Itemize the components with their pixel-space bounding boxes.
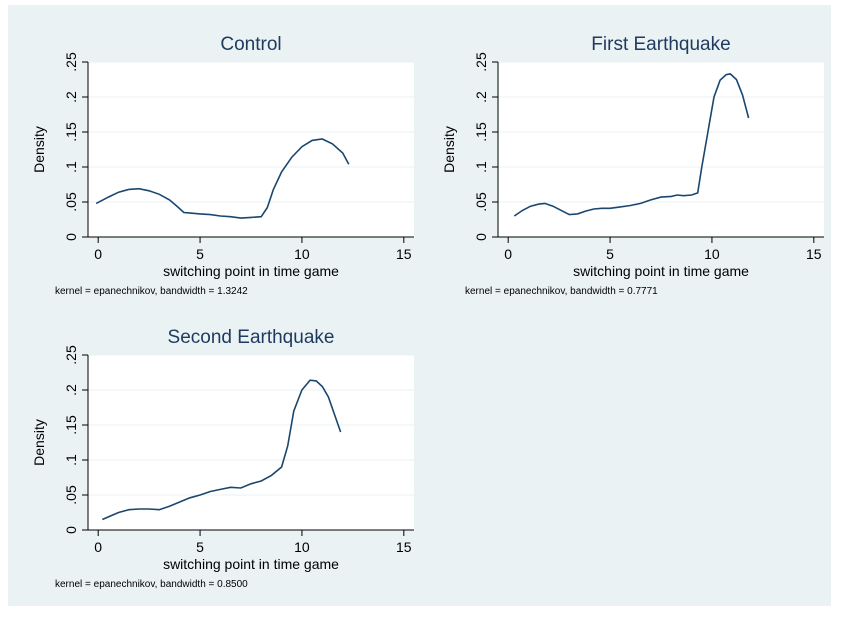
y-tick-label: .1 <box>63 454 79 466</box>
x-axis-label: switching point in time game <box>163 556 339 572</box>
y-tick-label: 0 <box>63 233 79 241</box>
y-tick-label: .25 <box>63 52 79 72</box>
kernel-note: kernel = epanechnikov, bandwidth = 0.777… <box>465 286 658 297</box>
x-axis-label: switching point in time game <box>573 263 749 279</box>
x-tick-label: 0 <box>504 246 512 262</box>
density-curve <box>101 379 342 521</box>
x-tick-label: 5 <box>196 539 204 555</box>
chart-title: First Earthquake <box>591 34 730 55</box>
x-tick-label: 15 <box>396 246 412 262</box>
y-tick-label: .05 <box>63 192 79 212</box>
y-tick-label: .25 <box>63 345 79 365</box>
y-tick-label: .05 <box>63 485 79 505</box>
y-tick-label: .15 <box>63 122 79 142</box>
y-tick-label: 0 <box>63 526 79 534</box>
y-tick-label: .2 <box>473 91 489 103</box>
y-axis-label: Density <box>31 126 47 173</box>
y-tick-label: .15 <box>63 415 79 435</box>
x-tick-label: 5 <box>606 246 614 262</box>
y-tick-label: .2 <box>63 384 79 396</box>
density-curve <box>95 138 350 219</box>
y-tick-label: .05 <box>473 192 489 212</box>
y-tick-label: 0 <box>473 233 489 241</box>
y-axis-label: Density <box>31 419 47 466</box>
y-tick-label: .2 <box>63 91 79 103</box>
y-tick-label: .1 <box>63 161 79 173</box>
figure-background: 0.05.1.15.2.25 0 5 10 15 Control switching poi… <box>8 5 831 606</box>
plot-area <box>88 62 414 237</box>
plot-area <box>88 355 414 530</box>
y-tick-label: .25 <box>473 52 489 72</box>
x-tick-label: 15 <box>396 539 412 555</box>
y-tick-label: .1 <box>473 161 489 173</box>
plot-area <box>498 62 824 237</box>
x-tick-label: 0 <box>94 539 102 555</box>
x-tick-label: 10 <box>294 246 310 262</box>
y-axis-label: Density <box>441 126 457 173</box>
x-tick-label: 5 <box>196 246 204 262</box>
x-tick-label: 10 <box>704 246 720 262</box>
chart-title: Second Earthquake <box>168 327 335 348</box>
x-axis-label: switching point in time game <box>163 263 339 279</box>
density-curve <box>513 73 750 217</box>
x-tick-label: 15 <box>806 246 822 262</box>
kernel-note: kernel = epanechnikov, bandwidth = 0.850… <box>55 579 248 590</box>
y-tick-label: .15 <box>473 122 489 142</box>
x-tick-label: 0 <box>94 246 102 262</box>
x-tick-label: 10 <box>294 539 310 555</box>
chart-title: Control <box>220 34 281 55</box>
kernel-note: kernel = epanechnikov, bandwidth = 1.324… <box>55 286 248 297</box>
